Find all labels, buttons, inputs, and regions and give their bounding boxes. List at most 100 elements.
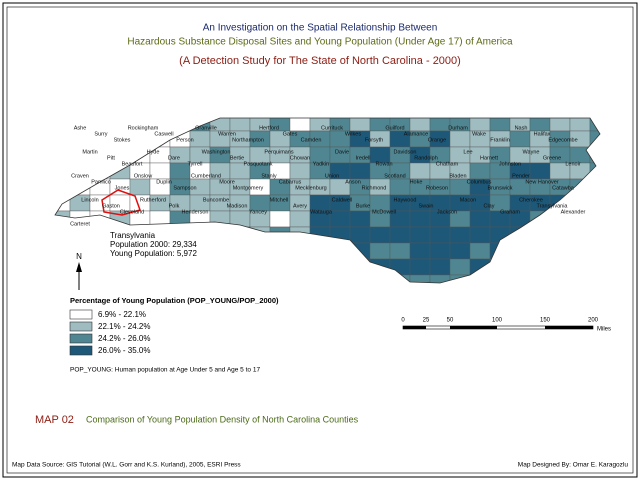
county	[489, 242, 511, 260]
frame	[2, 2, 638, 478]
legend-title: Percentage of Young Population (POP_YOUN…	[70, 296, 279, 305]
county-label: Stanly	[261, 173, 277, 179]
county-label: Transylvania	[537, 203, 569, 209]
county-label: Perquimans	[264, 149, 294, 155]
county	[469, 242, 491, 260]
county-label: Guilford	[385, 125, 404, 131]
county	[89, 226, 111, 244]
county	[289, 118, 311, 132]
scale-unit: Miles	[597, 327, 611, 333]
county-label: Hyde	[147, 149, 160, 155]
county	[69, 226, 91, 244]
county	[409, 226, 431, 244]
county-label: Cleveland	[120, 209, 144, 215]
callout: Population 2000: 29,334	[110, 240, 197, 249]
legend-label: 26.0% - 35.0%	[98, 346, 150, 355]
county	[469, 162, 491, 180]
county	[249, 258, 271, 276]
county	[409, 242, 431, 260]
county-label: Lee	[463, 149, 472, 155]
county	[269, 274, 291, 283]
county-label: Cabarrus	[279, 179, 302, 185]
county	[149, 274, 171, 283]
county	[149, 210, 171, 228]
footer-credit: Map Designed By: Omar E. Karagozlu	[518, 462, 629, 469]
county-label: Catawba	[552, 185, 575, 191]
highlight	[101, 189, 141, 216]
scale-label: 200	[588, 318, 599, 324]
county	[589, 194, 600, 212]
county	[469, 226, 491, 244]
county	[69, 274, 91, 283]
county	[509, 274, 531, 283]
county	[389, 242, 411, 260]
county-label: Hoke	[410, 179, 423, 185]
county-label: Harnett	[480, 155, 499, 161]
legend-label: 6.9% - 22.1%	[98, 310, 146, 319]
county	[409, 274, 431, 283]
county	[55, 210, 71, 228]
scale-label: 25	[423, 318, 430, 324]
county	[55, 118, 71, 132]
county	[489, 118, 511, 132]
legend-note: POP_YOUNG: Human population at Age Under…	[70, 367, 260, 374]
county-label: Ashe	[74, 125, 87, 131]
county-label: Bladen	[449, 173, 466, 179]
county-label: Stokes	[114, 137, 131, 143]
county	[55, 130, 71, 148]
county	[89, 242, 111, 260]
county	[189, 258, 211, 276]
county-label: Scotland	[384, 173, 405, 179]
county-label: Columbus	[467, 179, 492, 185]
county	[55, 178, 71, 196]
county	[489, 274, 511, 283]
county-label: Randolph	[414, 155, 438, 161]
county	[329, 274, 351, 283]
county	[429, 226, 451, 244]
county	[169, 118, 191, 132]
subtitle: (A Detection Study for The State of Nort…	[179, 55, 461, 67]
county-label: Watauga	[310, 209, 333, 215]
county	[509, 226, 531, 244]
county	[349, 210, 371, 228]
county-label: Surry	[94, 131, 107, 137]
county-label: Tyrrell	[188, 161, 203, 167]
county-label: Pamlico	[91, 179, 111, 185]
county	[69, 130, 91, 148]
county	[55, 274, 71, 283]
county	[349, 162, 371, 180]
county	[589, 258, 600, 276]
county	[369, 274, 391, 283]
county	[429, 242, 451, 260]
scale-label: 0	[401, 318, 405, 324]
county-label: Carteret	[70, 221, 90, 227]
map-id: MAP 02	[35, 414, 74, 426]
callout: Young Population: 5,972	[110, 249, 197, 258]
county-label: Madison	[227, 203, 248, 209]
scale-bar	[450, 326, 497, 329]
county	[269, 210, 291, 228]
callout: Transylvania	[110, 231, 156, 240]
county	[55, 258, 71, 276]
county	[469, 118, 491, 132]
scale-label: 150	[540, 318, 551, 324]
scale-label: 50	[447, 318, 454, 324]
county-label: Gates	[283, 131, 298, 137]
county-label: McDowell	[372, 209, 396, 215]
county	[549, 242, 571, 260]
county-label: Washington	[202, 149, 231, 155]
county-label: Currituck	[321, 125, 343, 131]
county	[329, 226, 351, 244]
county-label: Davie	[335, 149, 349, 155]
county	[529, 242, 551, 260]
county-label: Brunswick	[487, 185, 512, 191]
county	[209, 210, 231, 228]
county-label: Person	[176, 137, 193, 143]
county-label: Moore	[219, 179, 235, 185]
county	[169, 274, 191, 283]
county-label: Yancey	[249, 209, 267, 215]
county	[289, 226, 311, 244]
county-label: Wayne	[523, 149, 540, 155]
county	[389, 258, 411, 276]
legend-swatch	[69, 309, 93, 320]
